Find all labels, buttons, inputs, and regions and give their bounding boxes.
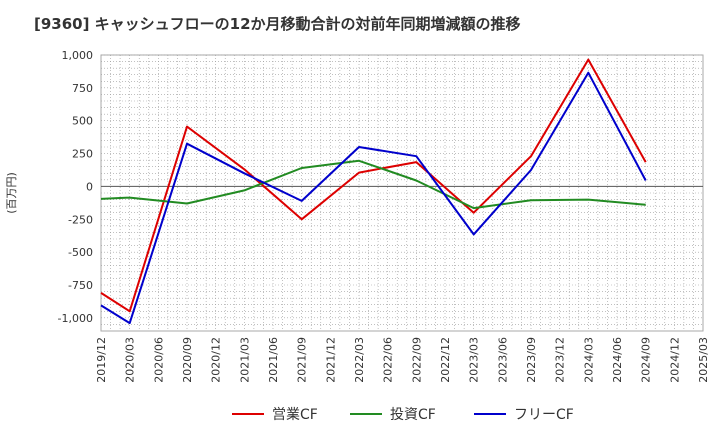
y-tick-label: -750 [68,279,93,292]
x-tick-label: 2024/09 [640,337,653,383]
x-tick-label: 2023/12 [554,337,567,383]
y-tick-label: -1,000 [58,312,93,325]
x-tick-label: 2022/09 [410,337,423,383]
x-tick-label: 2019/12 [95,337,108,383]
x-tick-label: 2022/03 [353,337,366,383]
x-tick-label: 2024/03 [582,337,595,383]
legend-label: 営業CF [272,407,318,423]
x-tick-label: 2023/09 [525,337,538,383]
x-tick-label: 2021/06 [267,337,280,383]
x-tick-label: 2022/12 [439,337,452,383]
y-tick-label: 500 [72,115,93,128]
x-tick-label: 2023/06 [496,337,509,383]
y-tick-label: -250 [68,213,93,226]
legend-label: フリーCF [514,407,574,423]
y-tick-label: 250 [72,148,93,161]
y-tick-label: 0 [86,180,93,193]
x-tick-label: 2020/09 [181,337,194,383]
y-axis: 1,000 750 500 250 0 -250 -500 -750 -1,000 [58,49,93,325]
x-tick-label: 2021/03 [238,337,251,383]
chart-title: [9360] キャッシュフローの12か月移動合計の対前年同期増減額の推移 [34,15,521,33]
legend: 営業CF 投資CF フリーCF [232,407,574,423]
x-tick-label: 2025/03 [697,337,710,383]
x-tick-label: 2024/06 [611,337,624,383]
series-line-フリーCF [100,71,647,325]
grid [100,54,704,332]
x-tick-label: 2020/06 [152,337,165,383]
x-tick-label: 2020/12 [210,337,223,383]
y-tick-label: 750 [72,82,93,95]
x-tick-label: 2021/12 [324,337,337,383]
x-axis: 2019/12 2020/03 2020/06 2020/09 2020/12 2021/… [95,337,710,383]
legend-label: 投資CF [390,407,436,423]
x-tick-label: 2024/12 [668,337,681,383]
y-tick-label: -500 [68,246,93,259]
x-tick-label: 2020/03 [124,337,137,383]
y-axis-label: (百万円) [5,172,18,214]
y-tick-label: 1,000 [62,49,94,62]
series-line-営業CF [100,58,647,313]
series-layer [100,58,647,325]
x-tick-label: 2022/06 [382,337,395,383]
x-tick-label: 2021/09 [296,337,309,383]
x-tick-label: 2023/03 [468,337,481,383]
